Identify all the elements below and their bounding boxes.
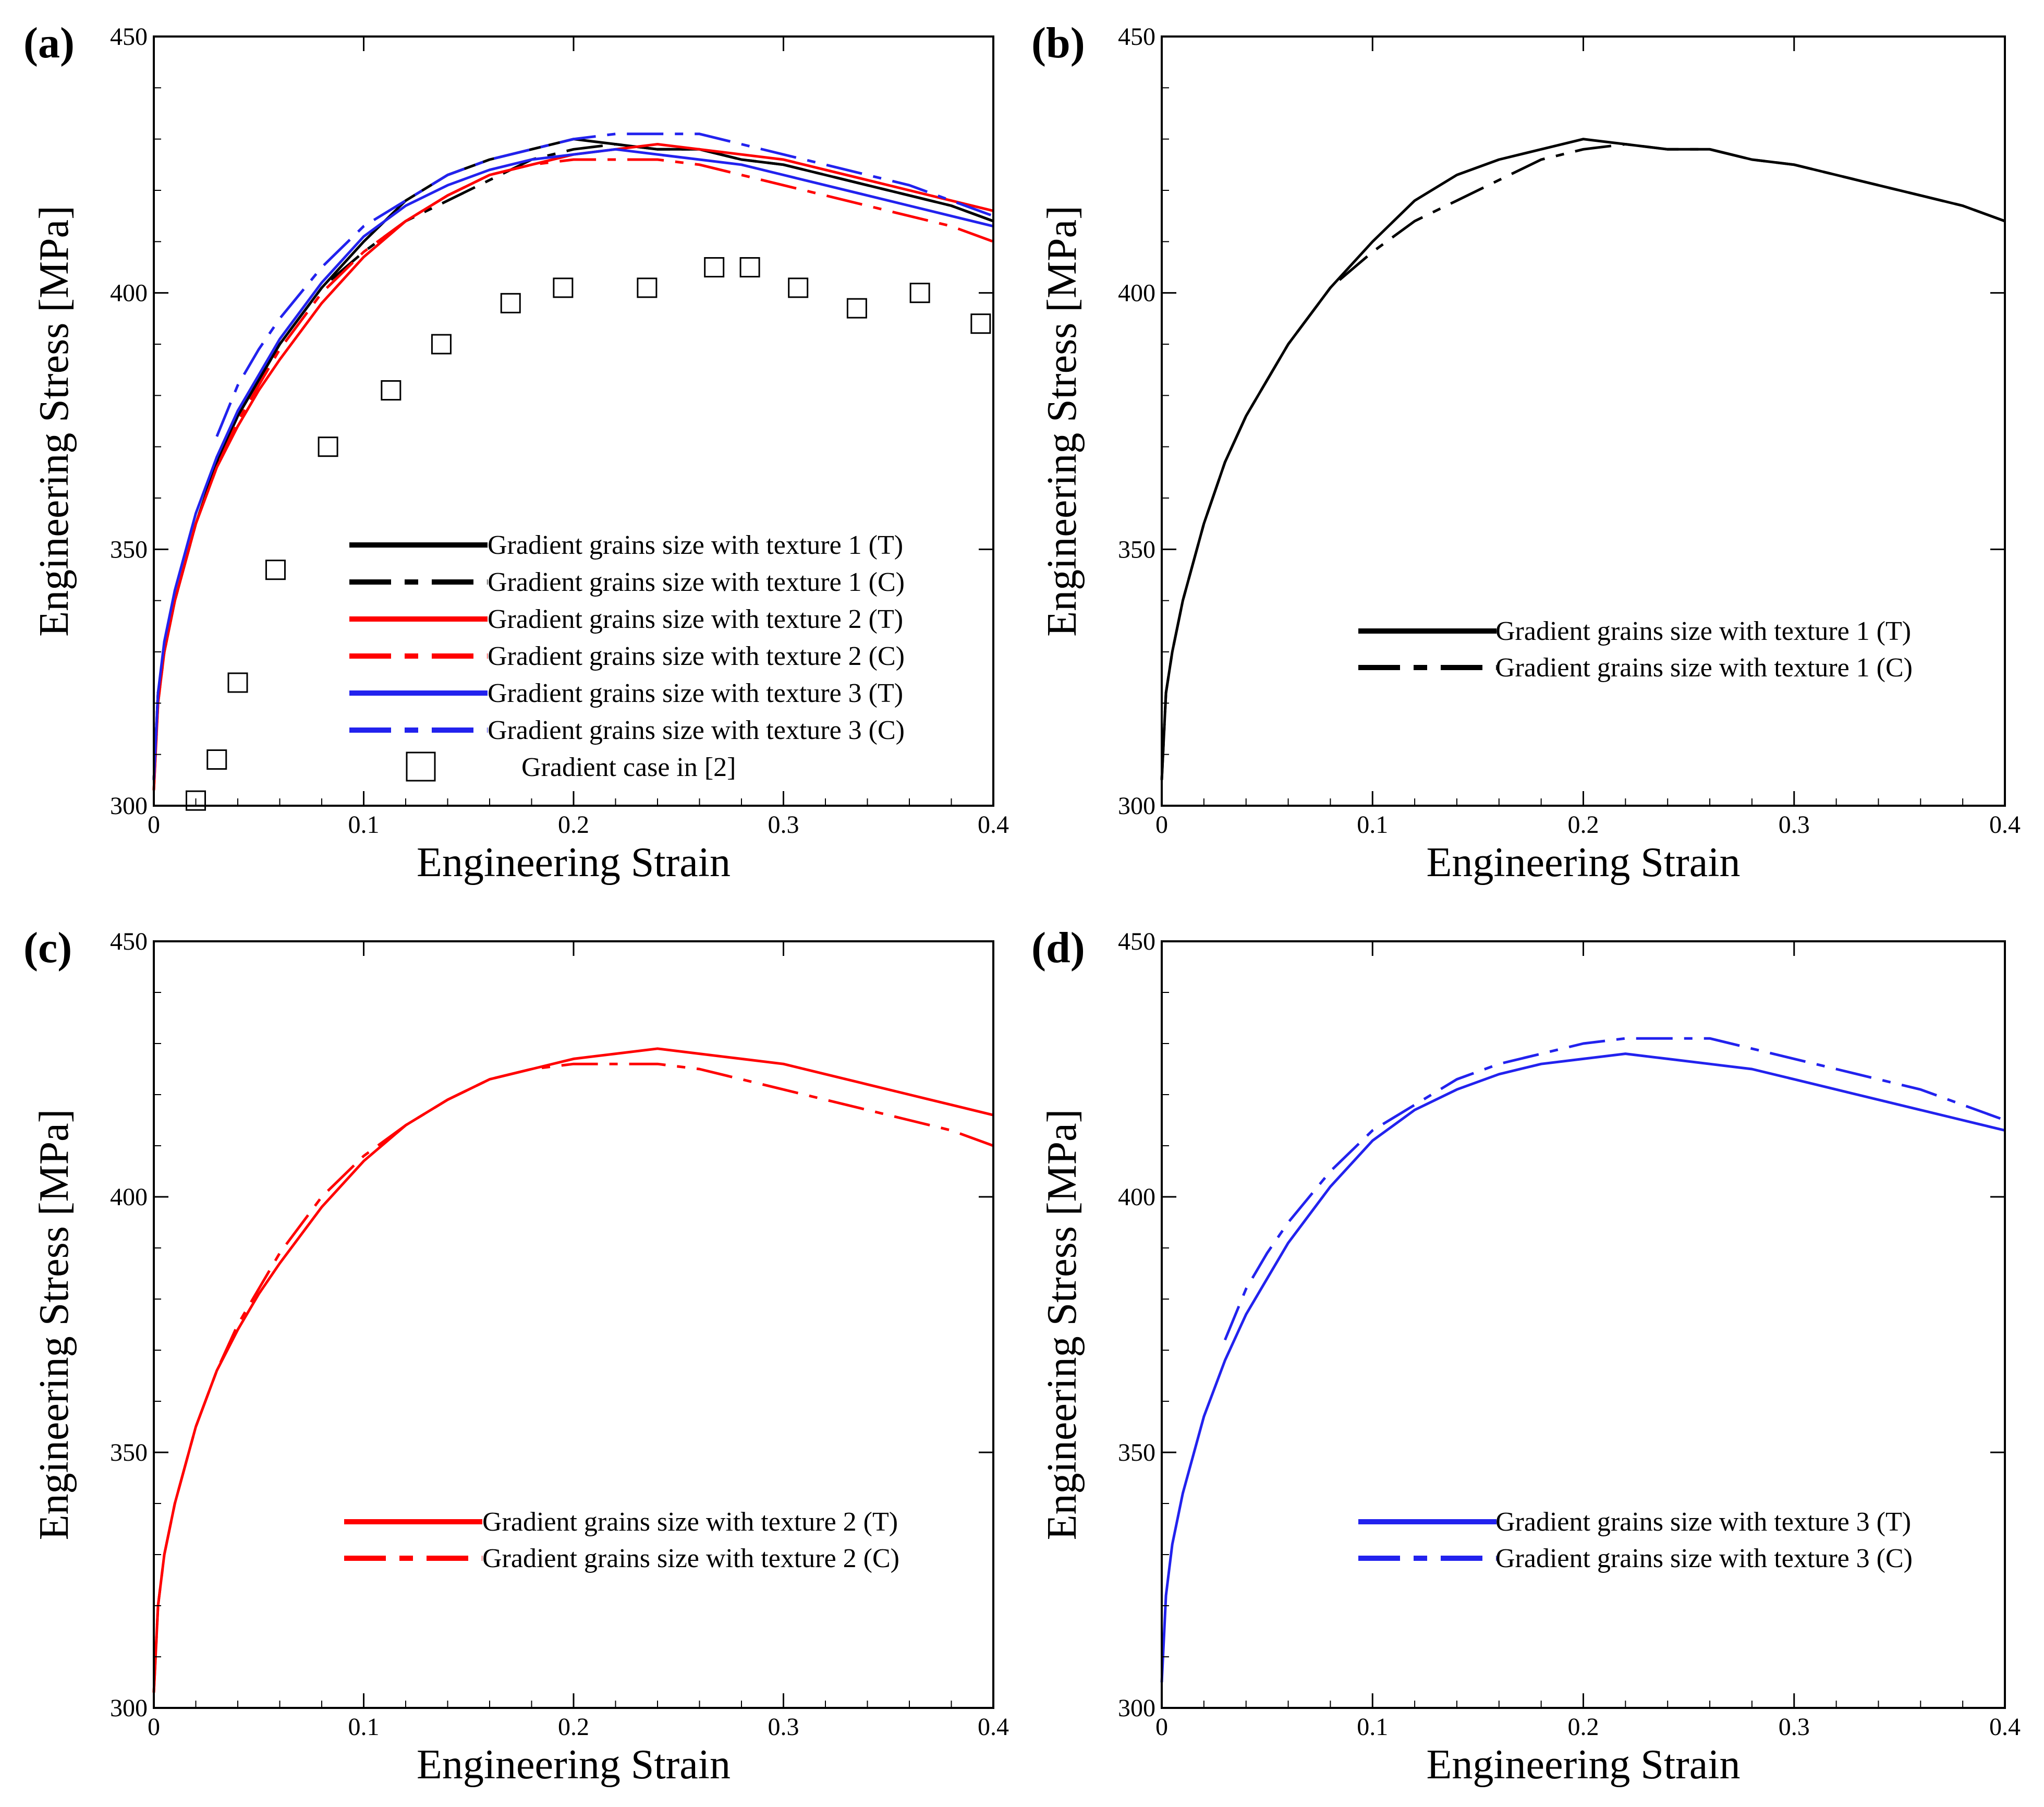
plot-frame: [1161, 940, 2006, 1709]
x-tick-label: 0.3: [1779, 1713, 1810, 1741]
panel-3: 0 0.1 0.2 0.3 0.4 300 350 400 450 Engineering Str…: [1031, 924, 2021, 1788]
data-marker: [381, 380, 402, 401]
x-tick-label: 0.3: [1779, 811, 1810, 839]
data-marker: [500, 293, 521, 313]
x-tick-label: 0: [148, 1713, 160, 1741]
x-tick-label: 0.1: [1357, 1713, 1388, 1741]
series-line-0: [152, 1047, 994, 1693]
x-tick-label: 0.2: [558, 811, 589, 839]
x-tick-label: 0.1: [348, 1713, 380, 1741]
y-axis-title: Engineering Stress [MPa]: [1039, 205, 1085, 637]
x-axis-title: Engineering Strain: [417, 1742, 731, 1788]
y-axis-title: Engineering Stress [MPa]: [31, 205, 77, 637]
series-line-1: [152, 1062, 994, 1693]
data-marker: [739, 257, 760, 277]
panel-0: 0 0.1 0.2 0.3 0.4 300 350 400 450 Engineering Str…: [23, 19, 1009, 886]
data-marker: [431, 334, 452, 355]
data-marker: [909, 283, 930, 304]
panel-label: (d): [1031, 924, 1085, 972]
plot-frame: [1161, 35, 2006, 807]
plot-frame: [153, 940, 994, 1709]
y-axis-title: Engineering Stress [MPa]: [1039, 1109, 1085, 1541]
y-tick-label: 350: [1118, 536, 1155, 563]
data-marker: [265, 560, 286, 580]
y-axis-title: Engineering Stress [MPa]: [31, 1109, 77, 1541]
panel-1: 0 0.1 0.2 0.3 0.4 300 350 400 450 Engineering Str…: [1031, 19, 2021, 886]
y-tick-label: 350: [110, 536, 148, 563]
series-line-0: [1160, 138, 2005, 780]
legend-label: Gradient grains size with texture 2 (C): [482, 1544, 899, 1573]
x-tick-label: 0: [148, 811, 160, 839]
panel-label: (a): [23, 19, 75, 67]
y-tick-label: 450: [110, 928, 148, 955]
legend-marker: [406, 751, 436, 782]
x-tick-label: 0: [1155, 1713, 1168, 1741]
x-tick-label: 0.2: [1568, 811, 1599, 839]
series-line-3: [152, 158, 994, 791]
series-line-0: [1160, 1052, 2005, 1683]
x-axis-title: Engineering Strain: [1426, 1742, 1740, 1788]
series-line-1: [1223, 1037, 2005, 1341]
legend-label: Gradient grains size with texture 1 (C): [1495, 653, 1913, 683]
legend-label: Gradient grains size with texture 3 (T): [1495, 1507, 1911, 1537]
data-marker: [553, 277, 574, 298]
panel-label: (b): [1031, 19, 1085, 67]
y-tick-label: 400: [110, 280, 148, 307]
x-axis-title: Engineering Strain: [417, 840, 731, 886]
legend-label: Gradient grains size with texture 2 (T): [488, 604, 903, 634]
legend-label: Gradient grains size with texture 2 (C): [488, 641, 905, 671]
series-line-4: [152, 148, 994, 780]
series-line-1: [1160, 143, 2005, 780]
x-tick-label: 0.1: [1357, 811, 1388, 839]
data-marker: [318, 436, 338, 457]
legend-label: Gradient grains size with texture 2 (T): [482, 1507, 898, 1537]
y-tick-label: 350: [1118, 1439, 1155, 1466]
x-tick-label: 0.4: [1989, 811, 2021, 839]
data-marker: [970, 313, 991, 334]
panel-label: (c): [23, 924, 72, 972]
legend-label: Gradient grains size with texture 3 (T): [488, 678, 903, 708]
legend-label: Gradient grains size with texture 1 (T): [488, 530, 903, 560]
y-tick-label: 450: [110, 23, 148, 51]
data-marker: [637, 277, 658, 298]
x-tick-label: 0.2: [558, 1713, 589, 1741]
x-tick-label: 0.4: [1989, 1713, 2021, 1741]
x-tick-label: 0.3: [768, 811, 799, 839]
data-marker: [704, 257, 725, 277]
data-marker: [227, 672, 248, 693]
y-tick-label: 400: [1118, 280, 1155, 307]
x-tick-label: 0.4: [978, 1713, 1009, 1741]
legend-label: Gradient grains size with texture 3 (C): [488, 715, 905, 745]
y-tick-label: 350: [110, 1439, 148, 1466]
panel-2: 0 0.1 0.2 0.3 0.4 300 350 400 450 Engineering Str…: [23, 924, 1009, 1788]
data-marker: [206, 749, 227, 770]
y-tick-label: 300: [110, 1694, 148, 1722]
y-tick-label: 400: [1118, 1183, 1155, 1211]
x-tick-label: 0.4: [978, 811, 1009, 839]
legend-label: Gradient case in [2]: [521, 753, 736, 782]
x-axis-title: Engineering Strain: [1426, 840, 1740, 886]
x-tick-label: 0.2: [1568, 1713, 1599, 1741]
y-tick-label: 300: [1118, 1694, 1155, 1722]
data-marker: [788, 277, 809, 298]
x-tick-label: 0: [1155, 811, 1168, 839]
y-tick-label: 300: [1118, 792, 1155, 820]
data-marker: [186, 790, 206, 811]
legend-label: Gradient grains size with texture 3 (C): [1495, 1544, 1913, 1573]
series-line-5: [215, 132, 994, 437]
x-tick-label: 0.3: [768, 1713, 799, 1741]
y-tick-label: 450: [1118, 928, 1155, 955]
data-marker: [846, 298, 867, 319]
y-tick-label: 400: [110, 1183, 148, 1211]
legend-label: Gradient grains size with texture 1 (C): [488, 567, 905, 597]
y-tick-label: 300: [110, 792, 148, 820]
legend-label: Gradient grains size with texture 1 (T): [1495, 616, 1911, 646]
x-tick-label: 0.1: [348, 811, 380, 839]
y-tick-label: 450: [1118, 23, 1155, 51]
